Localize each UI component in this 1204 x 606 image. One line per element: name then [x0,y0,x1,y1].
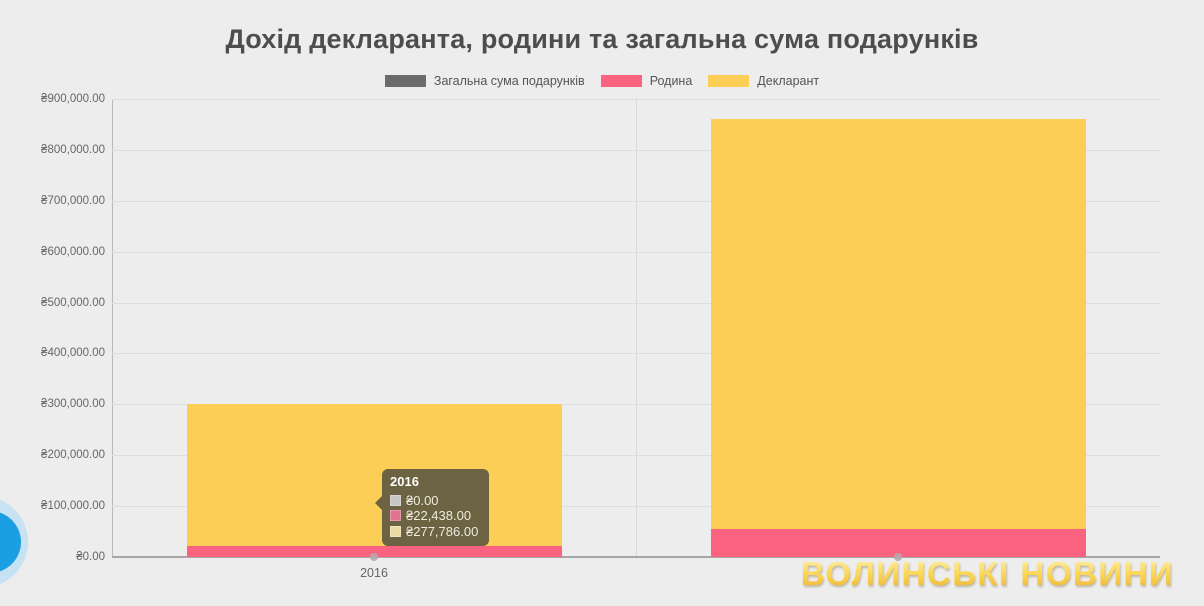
y-tick-label: ₴300,000.00 [41,398,105,411]
legend-item-1[interactable]: Родина [600,74,693,88]
tooltip-swatch-family [390,510,401,522]
bar-segment-cat1-series1[interactable] [710,529,1086,557]
share-button[interactable] [0,511,21,573]
tooltip-swatch-gifts [390,494,401,506]
legend-swatch [384,75,426,87]
tooltip-value-gifts: ₴0.00 [406,492,439,508]
tooltip-value-declarant: ₴277,786.00 [406,523,479,539]
vertical-gridline [636,99,637,557]
y-tick-label: ₴500,000.00 [41,296,105,309]
gridline [112,455,1160,457]
tooltip: 2016 ₴0.00 ₴22,438.00 ₴277,786.00 [374,469,490,546]
bar-segment-cat0-series1[interactable] [186,545,562,557]
legend-item-2[interactable]: Декларант [708,74,819,88]
gridline [112,302,1160,304]
gridline [112,251,1160,253]
gridline [112,200,1160,202]
bar-segment-cat1-series2[interactable] [710,119,1086,530]
gridline [112,353,1160,355]
tooltip-header: 2016 [390,474,419,489]
y-tick-label: ₴900,000.00 [41,93,105,105]
legend-label: Декларант [757,74,820,88]
watermark-volynski-novyny: ВОЛИНСЬКІ НОВИНИ [800,555,1174,592]
y-tick-label: ₴0.00 [76,551,105,563]
gridline [112,404,1160,406]
y-tick-label: ₴400,000.00 [41,347,105,360]
x-axis-line [112,556,1160,558]
legend: Загальна сума подарунків Родина Декларант [0,74,1204,88]
y-tick-label: ₴700,000.00 [41,194,105,207]
y-tick-label: ₴600,000.00 [41,245,105,258]
y-tick-label: ₴200,000.00 [41,449,105,462]
legend-swatch [600,75,642,87]
plot-area: ₴0.00 ₴100,000.00 ₴200,000.00 ₴300,000.00 ₴4… [41,93,1160,580]
x-tick-label: 2016 [360,566,388,580]
y-axis-line [112,99,113,557]
bar-segment-cat0-series2[interactable] [186,404,562,546]
y-tick-label: ₴800,000.00 [41,143,105,156]
tooltip-row: ₴0.00 [390,493,478,509]
zero-value-marker [370,553,378,561]
tooltip-swatch-declarant [390,525,401,537]
chart-title: Дохід декларанта, родини та загальна сум… [225,24,979,54]
zero-value-marker [894,553,902,561]
gridline [112,149,1160,151]
gridline [112,506,1160,508]
tooltip-value-family: ₴22,438.00 [406,508,472,523]
legend-label: Загальна сума подарунків [433,74,585,88]
tooltip-row: ₴22,438.00 [390,508,478,524]
tooltip-row: ₴277,786.00 [390,524,478,540]
y-tick-label: ₴100,000.00 [41,500,105,513]
legend-swatch [708,75,750,87]
legend-item-0[interactable]: Загальна сума подарунків [384,74,585,88]
legend-label: Родина [649,74,693,88]
gridline [112,99,1160,100]
